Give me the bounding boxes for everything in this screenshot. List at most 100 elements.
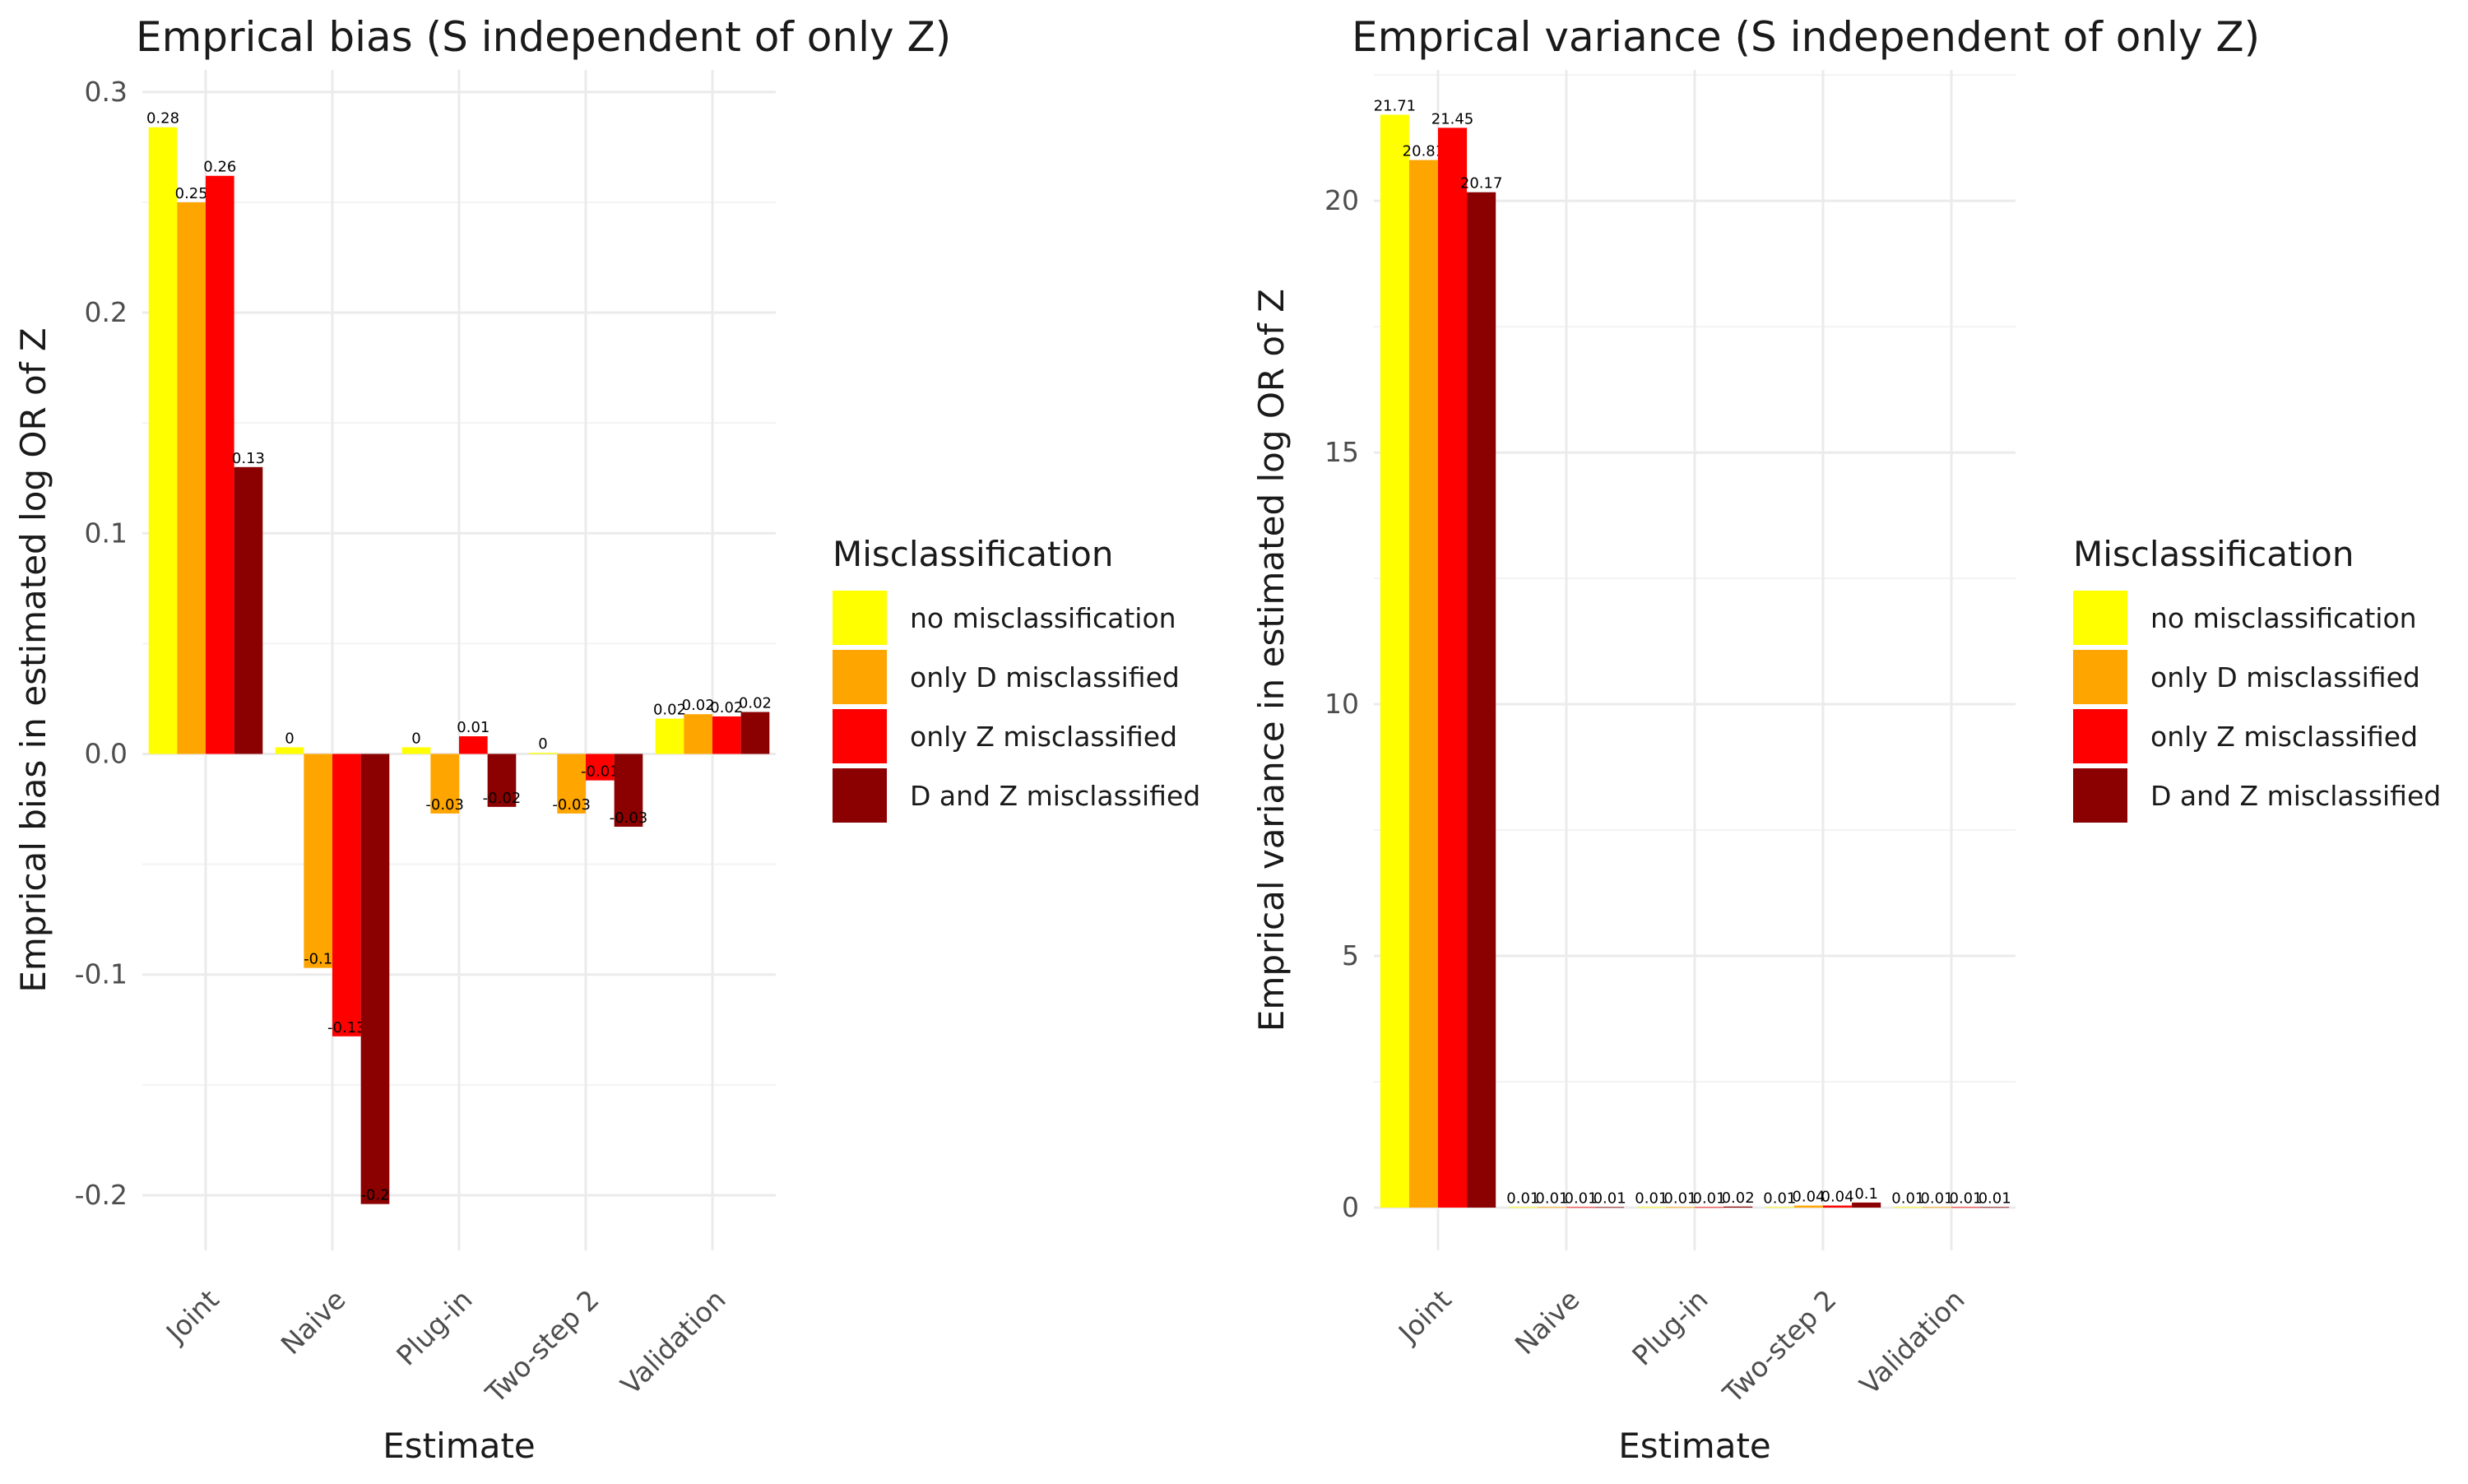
x-axis-title: Estimate	[383, 1426, 536, 1466]
bar	[655, 718, 684, 754]
bar-value-label: 0.02	[739, 695, 772, 712]
legend-swatch	[833, 768, 887, 823]
bar-value-label: 0.01	[1635, 1190, 1668, 1207]
bar-value-label: 0.01	[1979, 1190, 2011, 1207]
y-tick-label: 0.3	[85, 76, 128, 108]
bar-value-label: 0	[538, 735, 547, 753]
x-tick-label: Plug-in	[390, 1283, 478, 1371]
bar-value-label: -0.03	[552, 796, 591, 814]
bar-value-label: 0.28	[146, 110, 179, 128]
bar-value-label: 0.25	[175, 185, 208, 202]
y-axis-title: Emprical variance in estimated log OR of…	[1251, 289, 1292, 1032]
bar	[177, 202, 206, 754]
y-tick-label: 20	[1324, 184, 1359, 216]
legend-swatch	[2073, 768, 2127, 823]
legend-label: no misclassification	[910, 602, 1176, 634]
bar-value-label: 0.02	[653, 702, 686, 719]
bar	[1823, 1205, 1853, 1208]
bar	[1408, 160, 1438, 1208]
bar	[1665, 1207, 1695, 1208]
bar-value-label: 20.81	[1403, 143, 1445, 160]
bar-value-label: -0.02	[483, 790, 522, 807]
x-tick-label: Two-step 2	[479, 1283, 605, 1410]
bar	[1852, 1202, 1881, 1208]
bar-value-label: 0	[411, 730, 420, 747]
bar-value-label: 0.01	[1763, 1190, 1796, 1207]
bar	[1595, 1207, 1625, 1208]
legend-label: only Z misclassified	[2150, 721, 2418, 753]
bar	[1695, 1207, 1724, 1208]
x-tick-label: Naive	[275, 1283, 352, 1361]
x-axis-title: Estimate	[1618, 1426, 1771, 1466]
x-tick-label: Validation	[615, 1283, 732, 1401]
bar-value-label: 0.13	[232, 450, 265, 467]
bar-value-label: 0.01	[1535, 1190, 1568, 1207]
x-tick-label: Plug-in	[1626, 1283, 1714, 1371]
bar	[1566, 1207, 1596, 1208]
bar	[304, 754, 332, 968]
bar-value-label: -0.13	[327, 1019, 366, 1036]
bar-value-label: 0.1	[1854, 1185, 1878, 1203]
bar	[148, 127, 178, 754]
bar	[332, 754, 361, 1036]
bar-value-label: 20.17	[1460, 175, 1503, 192]
y-tick-label: 0.1	[85, 517, 128, 549]
legend-swatch	[2073, 650, 2127, 704]
bar	[1636, 1207, 1666, 1208]
bar	[1922, 1207, 1951, 1208]
bar-value-label: 0.02	[710, 699, 743, 716]
legend: Misclassification no misclassification onl…	[2073, 534, 2441, 823]
x-tick-label: Two-step 2	[1716, 1283, 1843, 1410]
x-tick-label: Joint	[159, 1283, 225, 1350]
bar-value-label: 0.01	[1693, 1190, 1726, 1207]
legend-label: D and Z misclassified	[910, 780, 1200, 812]
bar-value-label: 0.01	[457, 719, 489, 736]
bar-value-label: 0.02	[1722, 1190, 1755, 1207]
bar-value-label: -0.01	[581, 763, 619, 781]
bar-value-label: 21.71	[1374, 97, 1417, 114]
bar	[1765, 1207, 1794, 1208]
bar	[1537, 1207, 1566, 1208]
bar	[1508, 1207, 1538, 1208]
bar	[1380, 114, 1409, 1208]
x-tick-label: Naive	[1509, 1283, 1586, 1361]
bar	[234, 466, 263, 754]
y-tick-label: -0.1	[75, 958, 128, 990]
legend-title: Misclassification	[833, 534, 1113, 574]
legend-label: D and Z misclassified	[2150, 780, 2441, 812]
bar	[684, 714, 712, 754]
x-tick-label: Validation	[1853, 1283, 1971, 1401]
y-tick-label: 0.2	[85, 296, 128, 328]
bar	[1723, 1206, 1753, 1208]
bar	[360, 754, 390, 1204]
chart-panel-1: -0.2 -0.1 0.0 0.1 0.2 0.3 0.28 0 0 0 0.02 0.25 -0.1 -…	[13, 13, 1200, 1466]
x-tick-label: Joint	[1391, 1283, 1458, 1350]
bar-value-label: 0.04	[1821, 1189, 1854, 1206]
bar	[614, 754, 643, 828]
bar	[557, 754, 586, 814]
bar	[740, 712, 770, 754]
bar-value-label: 0.26	[203, 159, 236, 176]
legend-swatch	[833, 650, 887, 704]
bar	[487, 754, 517, 807]
legend-label: only D misclassified	[910, 661, 1180, 693]
bar	[430, 754, 459, 814]
bar-value-label: 0.01	[1565, 1190, 1598, 1207]
bar-value-label: 0.04	[1792, 1189, 1825, 1206]
bar-value-label: 0.01	[1891, 1190, 1924, 1207]
bar-value-label: 0.01	[1920, 1190, 1953, 1207]
bar	[528, 753, 558, 754]
chart-title: Emprical variance (S independent of only…	[1352, 13, 2260, 61]
legend-swatch	[2073, 591, 2127, 645]
legend: Misclassification no misclassification onl…	[833, 534, 1200, 823]
y-tick-label: 0.0	[85, 737, 128, 769]
y-tick-label: 5	[1342, 939, 1359, 972]
y-tick-label: 15	[1324, 436, 1359, 468]
bar	[275, 747, 304, 754]
bar-value-label: 0	[285, 730, 294, 747]
legend-swatch	[833, 709, 887, 763]
chart-title: Emprical bias (S independent of only Z)	[136, 13, 951, 61]
legend-label: only D misclassified	[2150, 661, 2420, 693]
